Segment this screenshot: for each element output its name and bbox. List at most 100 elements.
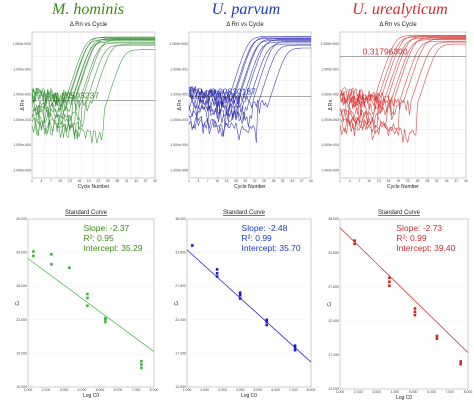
y-tick-label: 22.400 bbox=[328, 319, 339, 323]
r2-label: R²: 0.95 bbox=[83, 233, 114, 243]
amplification-plot-3: U. urealyticum Δ Rn vs Cycle 1.000e-005 1.0… bbox=[320, 1, 468, 190]
data-point bbox=[50, 263, 53, 266]
intercept-label: Intercept: 35.29 bbox=[83, 243, 142, 253]
y-axis-label: Cₜ bbox=[327, 301, 333, 307]
y-tick-label: 1.000e+000 bbox=[12, 42, 31, 46]
x-tick-label: 16 bbox=[234, 179, 238, 183]
x-tick-label: 40 bbox=[309, 179, 313, 183]
amplification-curve bbox=[188, 44, 311, 143]
x-tick-label: 7.000 bbox=[289, 388, 298, 392]
x-tick-label: 10 bbox=[58, 179, 62, 183]
y-tick-label: 1.000e-004 bbox=[321, 143, 339, 147]
data-point bbox=[215, 275, 219, 278]
y-tick-label: 1.000e+000 bbox=[169, 42, 188, 46]
amplification-curve bbox=[188, 43, 311, 122]
data-point bbox=[413, 310, 417, 314]
y-tick-label: 1.000e-001 bbox=[321, 67, 339, 71]
data-point bbox=[140, 366, 143, 370]
r2-label: R²: 0.99 bbox=[242, 233, 273, 243]
x-axis-label: Cycle Number bbox=[387, 184, 419, 190]
amplification-curve bbox=[31, 44, 155, 128]
amplification-curve bbox=[339, 36, 466, 129]
x-tick-label: 4 bbox=[197, 179, 199, 183]
y-axis-label: Cₜ bbox=[15, 300, 21, 306]
y-tick-label: 27.600 bbox=[328, 285, 339, 289]
x-tick-label: 4 bbox=[349, 179, 351, 183]
x-tick-label: 4 bbox=[40, 179, 42, 183]
data-point bbox=[104, 317, 107, 321]
fit-line bbox=[339, 227, 469, 353]
x-tick-label: 10 bbox=[215, 179, 219, 183]
y-tick-label: 16.000 bbox=[16, 351, 27, 355]
amplification-curve bbox=[339, 43, 466, 144]
x-tick-label: 16 bbox=[387, 179, 391, 183]
x-tick-label: 8.000 bbox=[307, 388, 316, 392]
y-tick-label: 28.000 bbox=[16, 284, 27, 288]
chart-subtitle: Δ Rn vs Cycle bbox=[226, 22, 264, 28]
intercept-label: Intercept: 39.40 bbox=[396, 243, 455, 253]
threshold-label: 0.31796300 bbox=[363, 47, 408, 57]
chart-title: Standard Curve bbox=[378, 210, 421, 216]
data-point bbox=[265, 318, 269, 322]
x-tick-label: 28 bbox=[115, 179, 119, 183]
plot-area bbox=[186, 218, 312, 388]
x-tick-label: 1 bbox=[339, 179, 341, 183]
data-point bbox=[459, 362, 462, 366]
x-tick-label: 19 bbox=[396, 179, 400, 183]
data-point bbox=[459, 360, 462, 363]
x-tick-label: 1.000 bbox=[183, 388, 192, 392]
data-point bbox=[238, 297, 242, 300]
x-tick-label: 16 bbox=[77, 179, 81, 183]
y-tick-label: 40.000 bbox=[16, 217, 27, 221]
x-tick-label: 13 bbox=[68, 179, 72, 183]
data-point bbox=[293, 348, 297, 352]
x-axis-label: Log C0 bbox=[83, 393, 99, 399]
x-tick-label: 19 bbox=[87, 179, 91, 183]
amplification-curve bbox=[188, 36, 311, 137]
data-point bbox=[413, 307, 417, 310]
y-tick-label: 32.800 bbox=[175, 251, 186, 255]
intercept-label: Intercept: 35.70 bbox=[242, 243, 301, 253]
y-tick-label: 1.000e-005 bbox=[321, 168, 339, 172]
x-tick-label: 1 bbox=[188, 179, 190, 183]
x-tick-label: 28 bbox=[425, 179, 429, 183]
x-tick-label: 7 bbox=[358, 179, 360, 183]
x-tick-label: 4.000 bbox=[390, 390, 399, 394]
amplification-curve bbox=[339, 41, 466, 116]
amplification-curve bbox=[339, 38, 466, 116]
amplification-curve bbox=[31, 49, 155, 144]
standard-curve-1: Standard Curve 10.000 16.000 22.000 28.000 34… bbox=[15, 210, 158, 399]
x-tick-label: 28 bbox=[272, 179, 276, 183]
x-tick-label: 31 bbox=[435, 179, 439, 183]
x-tick-label: 25 bbox=[262, 179, 266, 183]
y-tick-label: 38.000 bbox=[328, 217, 339, 221]
data-point bbox=[238, 293, 242, 297]
y-axis-label: Δ Rn bbox=[20, 99, 26, 110]
y-tick-label: 1.000e-003 bbox=[13, 118, 31, 122]
x-tick-label: 25 bbox=[416, 179, 420, 183]
data-point bbox=[86, 292, 89, 296]
data-point bbox=[50, 252, 53, 256]
amplification-curve bbox=[31, 37, 155, 131]
amplification-plot-1: M. hominis Δ Rn vs Cycle 1.000e-005 1.000e-… bbox=[12, 1, 157, 190]
data-point bbox=[140, 363, 143, 366]
data-point bbox=[388, 280, 391, 284]
x-tick-label: 40 bbox=[464, 179, 468, 183]
data-point bbox=[140, 359, 143, 363]
data-point bbox=[191, 244, 194, 247]
plot-area bbox=[27, 218, 155, 388]
y-axis-label: Cₜ bbox=[174, 300, 180, 306]
amplification-curve bbox=[339, 40, 466, 135]
x-tick-label: 34 bbox=[134, 179, 138, 183]
y-tick-label: 10.000 bbox=[16, 385, 27, 389]
x-axis-label: Log C0 bbox=[396, 395, 412, 401]
data-point bbox=[293, 346, 297, 349]
chart-title: Standard Curve bbox=[223, 210, 266, 216]
x-tick-label: 13 bbox=[377, 179, 381, 183]
data-point bbox=[215, 271, 219, 275]
chart-title: U. parvum bbox=[212, 1, 280, 18]
y-tick-label: 1.000e-003 bbox=[170, 118, 188, 122]
slope-label: Slope: -2.73 bbox=[396, 223, 442, 233]
x-tick-label: 19 bbox=[243, 179, 247, 183]
y-tick-label: 17.200 bbox=[175, 351, 186, 355]
